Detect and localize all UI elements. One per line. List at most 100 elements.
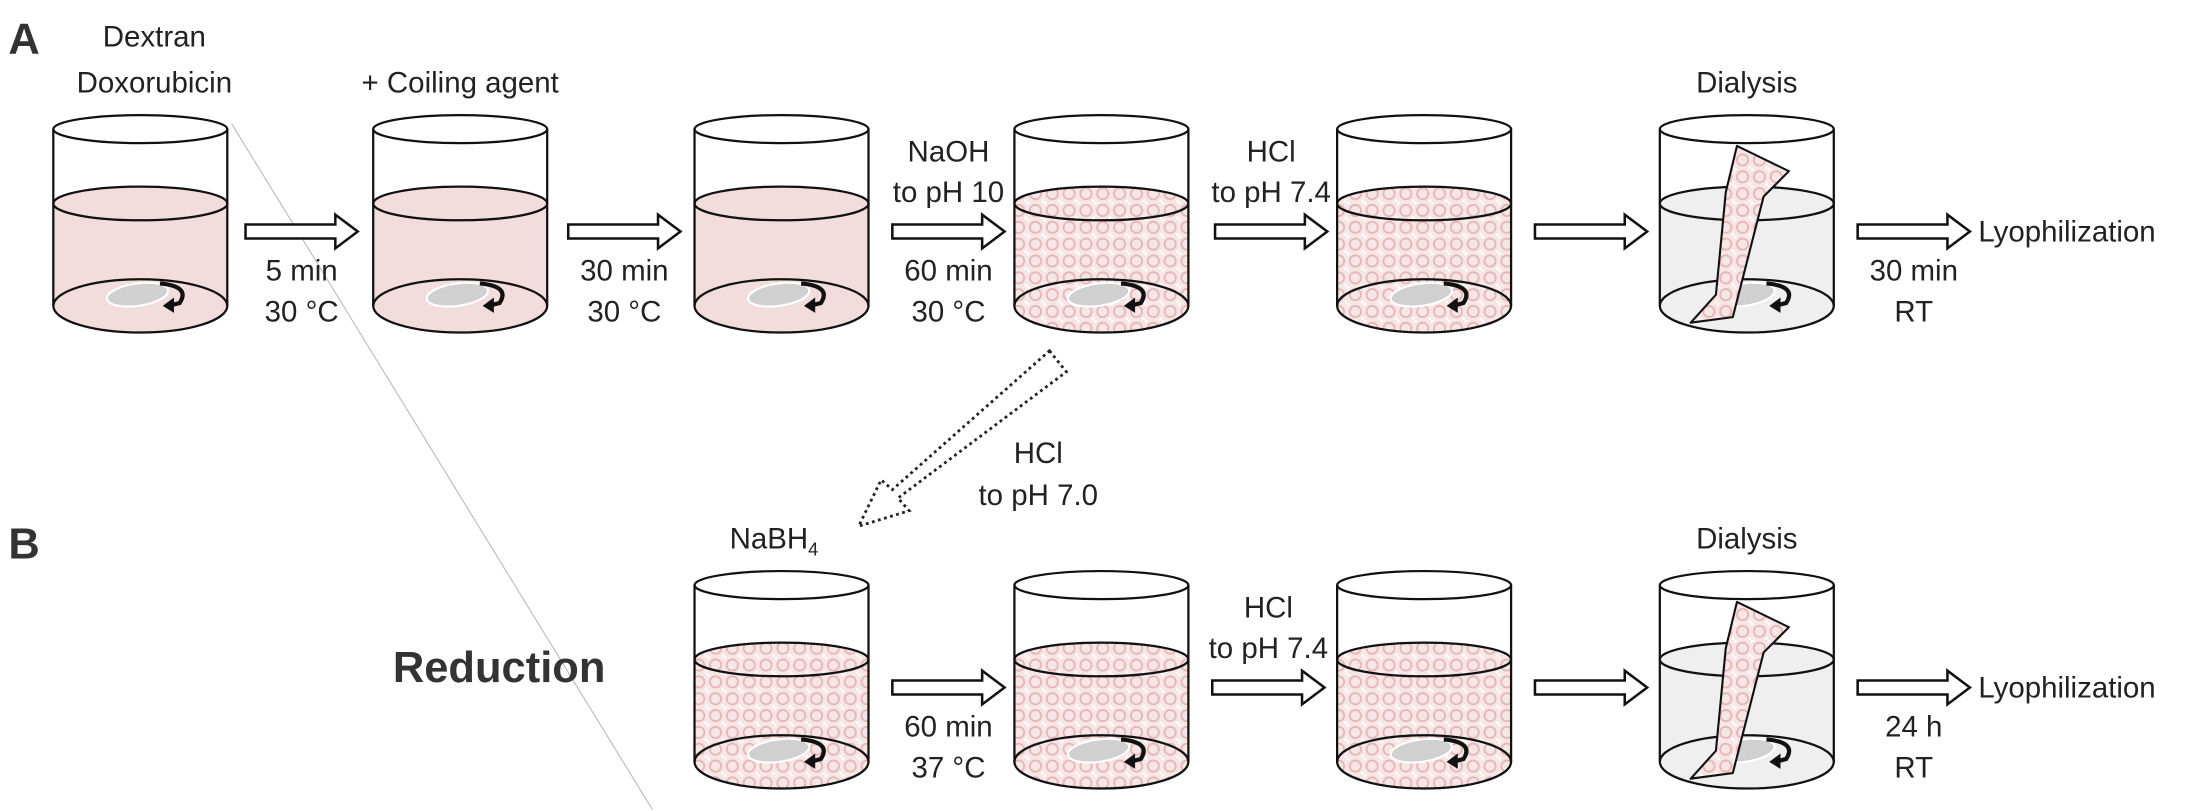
rotation-arrow-icon — [1766, 281, 1792, 308]
reduction-title: Reduction — [393, 644, 606, 692]
arrow-label-below: 37 °C — [911, 751, 985, 784]
arrow-label-below: 24 h — [1885, 711, 1942, 744]
arrow-label-below: 30 °C — [587, 295, 661, 328]
rotation-arrowhead-icon — [1446, 297, 1458, 313]
beaker — [693, 113, 870, 334]
process-arrow-icon — [1533, 212, 1650, 251]
rotation-arrow-icon — [1120, 737, 1146, 764]
process-arrow-icon — [1856, 212, 1973, 251]
branch-label-ph: to pH 7.0 — [978, 479, 1098, 512]
label-nabh4: NaBH4 — [730, 523, 819, 560]
beaker-rim — [1658, 569, 1835, 601]
arrow-label-below: 5 min — [266, 255, 338, 288]
rotation-arrowhead-icon — [482, 297, 494, 313]
lyophilization-a: Lyophilization — [1978, 215, 2155, 248]
beaker-rim — [1335, 113, 1513, 145]
beaker-rim — [693, 569, 870, 601]
rotation-arrow-icon — [1766, 737, 1792, 764]
stir-bar — [747, 737, 811, 764]
arrow-label-below: RT — [1894, 751, 1933, 784]
rotation-arrowhead-icon — [1446, 753, 1458, 769]
beaker — [1335, 569, 1513, 790]
process-arrow-icon — [566, 212, 683, 251]
arrow-label-above: HCl — [1244, 591, 1293, 624]
rotation-arrowhead-icon — [1123, 297, 1136, 313]
stir-bar — [105, 281, 170, 308]
rotation-arrowhead-icon — [1769, 753, 1781, 769]
beaker-rim — [1013, 569, 1190, 601]
process-arrow-icon — [891, 668, 1007, 707]
panel-a-letter: A — [8, 15, 39, 63]
beaker-rim — [372, 113, 549, 145]
process-arrow-icon — [244, 212, 360, 251]
liquid-surface — [1335, 185, 1513, 222]
dialysis-bag — [1689, 144, 1790, 324]
process-arrow-icon — [1210, 668, 1327, 707]
beaker — [1013, 569, 1190, 790]
arrow-label-below: 60 min — [904, 711, 992, 744]
stir-bar — [1066, 281, 1131, 308]
arrow-label-above: to pH 10 — [893, 176, 1004, 209]
arrow-label-above: to pH 7.4 — [1209, 632, 1329, 665]
liquid-surface — [693, 185, 870, 222]
arrow-label-below: 30 °C — [911, 295, 985, 328]
arrow-label-above: to pH 7.4 — [1211, 176, 1331, 209]
branch-label-hcl: HCl — [1014, 437, 1063, 470]
process-arrow-icon — [891, 212, 1007, 251]
beaker — [1658, 569, 1835, 790]
liquid-surface — [1013, 185, 1190, 222]
beaker — [1013, 113, 1190, 334]
stir-bar — [1389, 281, 1453, 308]
beaker-rim — [1335, 569, 1513, 601]
beaker — [372, 113, 549, 334]
stir-bar — [1066, 737, 1131, 764]
rotation-arrow-icon — [1443, 737, 1469, 764]
label-coiling-agent: + Coiling agent — [362, 67, 559, 100]
beaker-rim — [1013, 113, 1190, 145]
beaker — [693, 569, 870, 790]
label-dialysis-a: Dialysis — [1696, 67, 1797, 100]
arrow-label-below: 30 min — [1870, 255, 1958, 288]
rotation-arrowhead-icon — [162, 297, 174, 313]
beaker-rim — [1658, 113, 1835, 145]
label-doxorubicin: Doxorubicin — [77, 67, 233, 100]
process-arrow-icon — [1856, 668, 1973, 707]
beaker-rim — [693, 113, 870, 145]
beaker — [1658, 113, 1835, 334]
rotation-arrow-icon — [800, 737, 826, 764]
liquid-surface — [372, 185, 549, 222]
beaker-rim — [52, 113, 229, 145]
rotation-arrow-icon — [800, 281, 826, 308]
beaker — [52, 113, 229, 334]
stir-bar — [425, 281, 490, 308]
label-dextran: Dextran — [103, 20, 206, 53]
dialysis-bag — [1689, 600, 1790, 780]
rotation-arrow-icon — [159, 281, 185, 308]
panel-b-letter: B — [8, 520, 39, 568]
arrow-label-below: 30 min — [580, 255, 668, 288]
stir-bar — [1389, 737, 1453, 764]
beaker — [1335, 113, 1513, 334]
rotation-arrow-icon — [1443, 281, 1469, 308]
rotation-arrowhead-icon — [803, 753, 816, 769]
process-arrow-icon — [1213, 212, 1330, 251]
arrow-label-below: 30 °C — [265, 295, 339, 328]
liquid-surface — [1335, 641, 1513, 678]
label-dialysis-b: Dialysis — [1696, 523, 1797, 556]
arrow-label-below: 60 min — [904, 255, 992, 288]
rotation-arrow-icon — [479, 281, 505, 308]
rotation-arrowhead-icon — [1123, 753, 1136, 769]
arrow-label-above: NaOH — [908, 135, 990, 168]
rotation-arrow-icon — [1120, 281, 1146, 308]
arrow-label-below: RT — [1894, 295, 1933, 328]
liquid-surface — [1013, 641, 1190, 678]
arrow-label-above: HCl — [1247, 135, 1296, 168]
lyophilization-b: Lyophilization — [1978, 671, 2155, 704]
stir-bar — [747, 281, 811, 308]
liquid-surface — [52, 185, 229, 222]
liquid-surface — [693, 641, 870, 678]
process-arrow-icon — [1533, 668, 1650, 707]
rotation-arrowhead-icon — [1769, 297, 1781, 313]
rotation-arrowhead-icon — [803, 297, 816, 313]
